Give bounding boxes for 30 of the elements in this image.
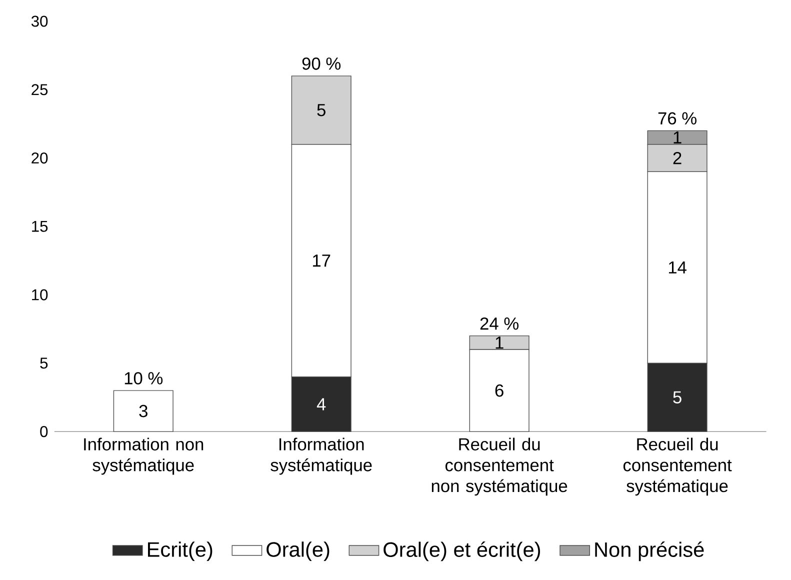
x-tick-label: Information non systématique (84, 438, 204, 475)
data-label: 14 (668, 262, 686, 274)
data-label: 1 (496, 336, 504, 349)
x-tick-label: Information systématique (270, 438, 372, 475)
annotation: 76 % (658, 112, 696, 125)
y-tick-label: 15 (32, 221, 48, 232)
data-label: 2 (673, 152, 682, 164)
annotation: 10 % (124, 372, 163, 384)
data-label: 17 (313, 254, 330, 267)
y-tick-label: 20 (32, 152, 48, 164)
data-label: 6 (495, 384, 504, 397)
y-tick-label: 0 (40, 426, 48, 438)
data-label: 4 (316, 398, 326, 410)
y-tick-label: 30 (31, 16, 48, 27)
legend-label: Oral(e) (266, 542, 330, 562)
data-label: 3 (139, 404, 148, 418)
legend-label: Ecrit(e) (148, 542, 212, 562)
x-tick-label: Recueil du consentement systématique (623, 438, 732, 496)
y-tick-label: 10 (32, 289, 48, 300)
x-tick-label: Recueil du consentement non systématique (432, 438, 568, 496)
y-tick-label: 25 (32, 84, 48, 96)
data-label: 5 (317, 104, 326, 116)
legend-label: Non précisé (595, 542, 704, 562)
legend-label: Oral(e) et écrit(e) (384, 542, 540, 562)
data-label: 5 (673, 391, 682, 404)
data-label: 1 (674, 132, 682, 144)
y-tick-label: 5 (40, 358, 48, 369)
annotation: 90 % (302, 58, 341, 70)
bar (113, 390, 174, 432)
annotation: 24 % (480, 318, 519, 330)
